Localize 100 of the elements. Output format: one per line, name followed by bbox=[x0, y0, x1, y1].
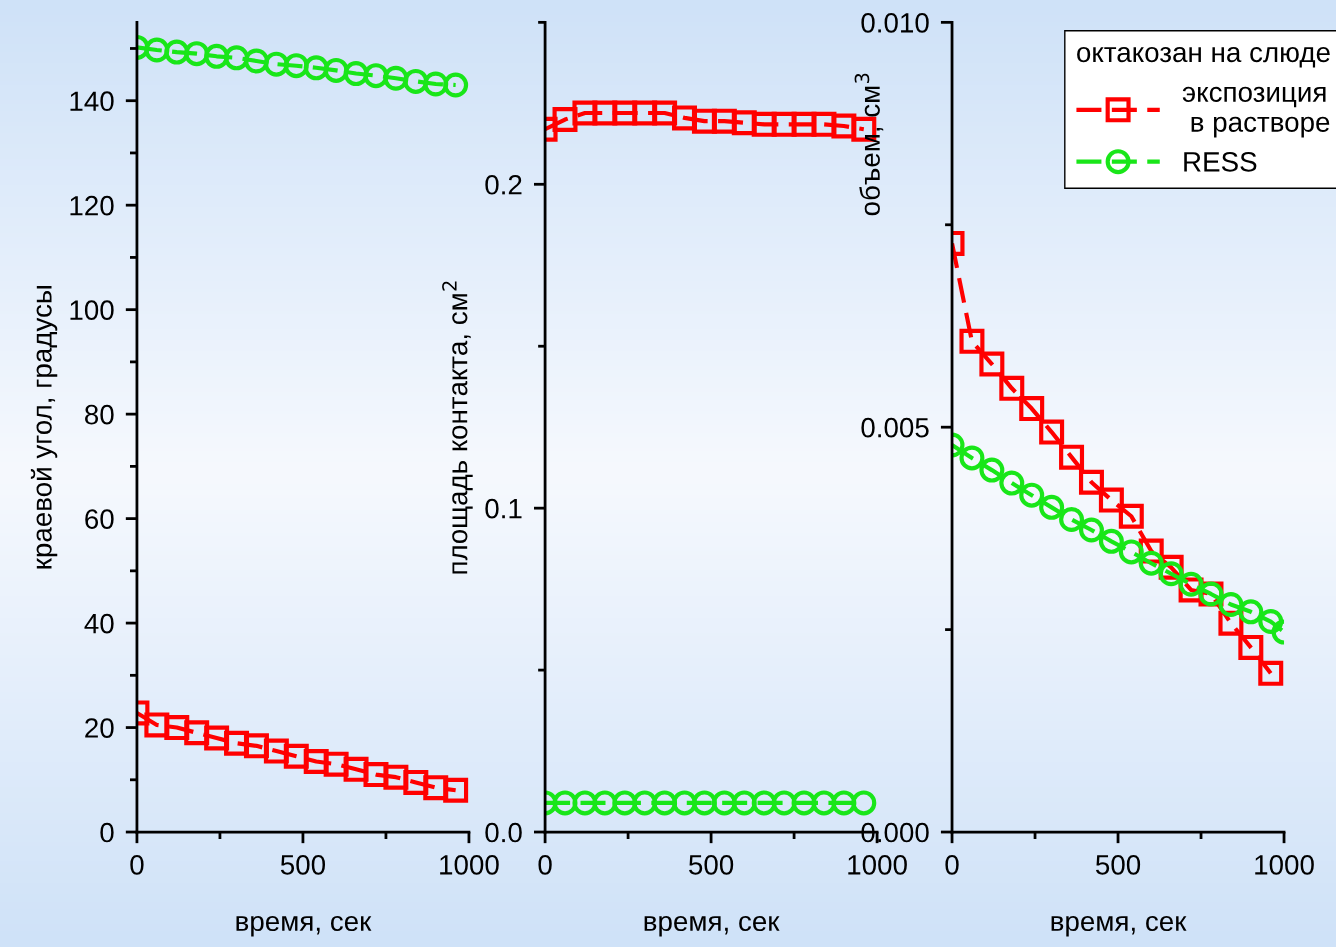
x-tick-label: 500 bbox=[280, 854, 326, 875]
y-tick-label: 0 bbox=[100, 822, 114, 843]
point bbox=[999, 375, 1025, 401]
point bbox=[263, 51, 289, 77]
point bbox=[1098, 487, 1124, 513]
point bbox=[204, 43, 230, 69]
point bbox=[1059, 506, 1085, 532]
point bbox=[592, 790, 618, 816]
legend-label: экспозиция в растворе bbox=[1182, 86, 1330, 138]
point bbox=[1059, 444, 1085, 470]
point bbox=[771, 790, 797, 816]
point bbox=[751, 790, 777, 816]
point bbox=[224, 45, 250, 71]
point bbox=[811, 790, 837, 816]
point bbox=[612, 790, 638, 816]
point bbox=[443, 72, 469, 98]
point bbox=[243, 48, 269, 74]
y-tick-label: 140 bbox=[70, 91, 114, 112]
point bbox=[1078, 469, 1104, 495]
point bbox=[283, 743, 309, 769]
point bbox=[1078, 517, 1104, 543]
y-tick-label: 120 bbox=[70, 195, 114, 216]
point bbox=[403, 68, 429, 94]
point bbox=[283, 53, 309, 79]
point bbox=[711, 108, 737, 134]
point bbox=[831, 790, 857, 816]
y-tick-label: 0.0 bbox=[485, 822, 522, 843]
point bbox=[711, 790, 737, 816]
point bbox=[184, 720, 210, 746]
y-tick-label: 20 bbox=[85, 718, 114, 738]
y-axis-title: краевой угол, градусы bbox=[30, 286, 58, 569]
point bbox=[184, 41, 210, 67]
point bbox=[979, 351, 1005, 377]
legend-label: RESS bbox=[1184, 152, 1257, 172]
x-tick-label: 500 bbox=[1095, 854, 1141, 875]
point bbox=[363, 762, 389, 788]
point bbox=[323, 751, 349, 777]
x-axis-title: время, сек bbox=[644, 915, 780, 937]
point bbox=[731, 110, 757, 136]
point bbox=[1158, 561, 1184, 587]
point bbox=[851, 790, 877, 816]
point bbox=[572, 790, 598, 816]
point bbox=[592, 100, 618, 126]
point bbox=[343, 756, 369, 782]
point bbox=[423, 775, 449, 801]
y-axis-title: площадь контакта, см$^{2}$ bbox=[442, 281, 473, 574]
point bbox=[959, 328, 985, 354]
y-tick-label: 100 bbox=[70, 300, 114, 320]
point bbox=[164, 715, 190, 741]
point bbox=[363, 63, 389, 89]
point bbox=[1118, 503, 1144, 529]
x-tick-label: 1000 bbox=[848, 854, 907, 875]
y-tick-label: 0.000 bbox=[861, 822, 929, 843]
point bbox=[1178, 571, 1204, 597]
point bbox=[632, 100, 658, 126]
point bbox=[144, 712, 170, 738]
point bbox=[612, 100, 638, 126]
point bbox=[652, 100, 678, 126]
point bbox=[1019, 396, 1045, 422]
point bbox=[1138, 550, 1164, 576]
point bbox=[1098, 528, 1124, 554]
point bbox=[1039, 419, 1065, 445]
point bbox=[999, 470, 1025, 496]
x-tick-label: 1000 bbox=[1255, 854, 1314, 875]
point bbox=[1258, 660, 1284, 686]
point bbox=[443, 777, 469, 803]
point bbox=[383, 65, 409, 91]
point bbox=[243, 733, 269, 759]
point bbox=[263, 738, 289, 764]
point bbox=[672, 105, 698, 131]
y-tick-label: 0.1 bbox=[485, 498, 522, 519]
legend-title: октакозан на слюде bbox=[1077, 46, 1330, 68]
point bbox=[552, 107, 578, 133]
x-axis-title: время, сек bbox=[1051, 915, 1187, 937]
y-tick-label: 60 bbox=[85, 509, 114, 529]
point bbox=[691, 790, 717, 816]
point bbox=[224, 730, 250, 756]
point bbox=[632, 790, 658, 816]
point bbox=[731, 790, 757, 816]
point bbox=[1039, 494, 1065, 520]
point bbox=[672, 790, 698, 816]
y-tick-label: 0.005 bbox=[861, 417, 929, 438]
point bbox=[383, 764, 409, 790]
x-tick-label: 500 bbox=[689, 854, 734, 875]
point bbox=[751, 111, 777, 137]
point bbox=[144, 37, 170, 63]
point bbox=[1118, 539, 1144, 565]
point bbox=[1019, 482, 1045, 508]
point bbox=[1238, 599, 1264, 625]
y-axis-title: объем, см$^{3}$ bbox=[854, 73, 884, 216]
x-axis-title: время, сек bbox=[236, 915, 372, 937]
point bbox=[1258, 609, 1284, 635]
point bbox=[423, 71, 449, 97]
point bbox=[403, 769, 429, 795]
point bbox=[164, 39, 190, 65]
y-tick-label: 0.2 bbox=[485, 174, 522, 195]
x-tick-label: 0 bbox=[538, 854, 552, 875]
point bbox=[303, 55, 329, 81]
point bbox=[691, 108, 717, 134]
point bbox=[811, 111, 837, 137]
